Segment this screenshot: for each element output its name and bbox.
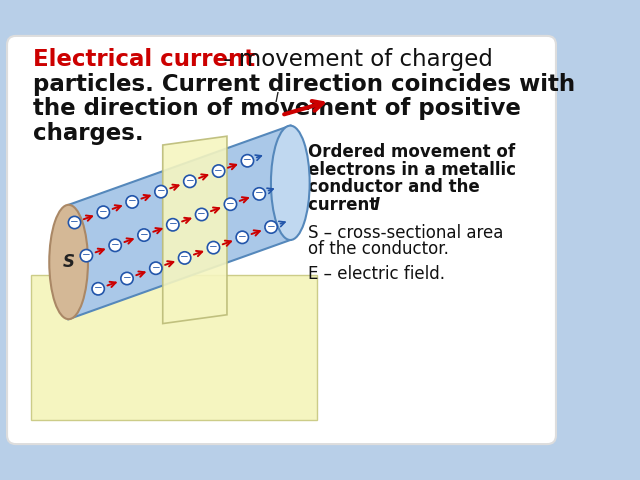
Circle shape — [212, 165, 225, 177]
Circle shape — [155, 185, 167, 198]
Ellipse shape — [49, 205, 88, 319]
Text: −: − — [209, 242, 218, 252]
Circle shape — [138, 229, 150, 241]
Circle shape — [241, 155, 253, 167]
FancyBboxPatch shape — [7, 36, 556, 444]
Text: −: − — [152, 263, 160, 273]
Text: −: − — [238, 232, 246, 242]
Text: S: S — [63, 253, 75, 271]
Circle shape — [126, 196, 138, 208]
Text: conductor and the: conductor and the — [308, 179, 479, 196]
Circle shape — [207, 241, 220, 254]
Ellipse shape — [271, 126, 310, 240]
Text: −: − — [128, 196, 136, 206]
Circle shape — [179, 252, 191, 264]
Text: - movement of charged: - movement of charged — [216, 48, 493, 71]
Text: Ordered movement of: Ordered movement of — [308, 143, 515, 161]
Circle shape — [92, 283, 104, 295]
Circle shape — [265, 221, 277, 233]
Text: −: − — [186, 176, 194, 186]
Text: −: − — [70, 217, 79, 227]
Polygon shape — [68, 126, 291, 319]
Circle shape — [80, 250, 93, 262]
Text: current: current — [308, 196, 383, 214]
Text: of the conductor.: of the conductor. — [308, 240, 449, 258]
Circle shape — [184, 175, 196, 188]
Text: −: − — [111, 240, 120, 250]
Circle shape — [68, 216, 81, 228]
Text: −: − — [197, 209, 206, 219]
Circle shape — [97, 206, 109, 218]
Text: −: − — [214, 166, 223, 176]
Text: −: − — [267, 222, 275, 232]
Text: E – electric field.: E – electric field. — [308, 264, 445, 283]
Text: −: − — [243, 156, 252, 165]
Text: particles. Current direction coincides with: particles. Current direction coincides w… — [33, 73, 575, 96]
Circle shape — [224, 198, 237, 210]
Polygon shape — [31, 275, 317, 420]
Text: charges.: charges. — [33, 122, 144, 145]
Text: electrons in a metallic: electrons in a metallic — [308, 161, 516, 179]
Circle shape — [121, 272, 133, 285]
Text: −: − — [255, 189, 264, 198]
Circle shape — [166, 218, 179, 231]
Text: −: − — [82, 250, 91, 260]
Text: −: − — [168, 219, 177, 229]
Circle shape — [236, 231, 248, 243]
Circle shape — [253, 188, 266, 200]
Circle shape — [150, 262, 162, 275]
Text: −: − — [123, 273, 131, 283]
Polygon shape — [163, 136, 227, 324]
Text: −: − — [140, 229, 148, 240]
Text: −: − — [180, 252, 189, 263]
Text: −: − — [226, 199, 235, 209]
Circle shape — [109, 239, 122, 252]
Circle shape — [195, 208, 208, 221]
Text: Electrical current: Electrical current — [33, 48, 255, 71]
Text: S – cross-sectional area: S – cross-sectional area — [308, 224, 503, 242]
Text: −: − — [99, 207, 108, 217]
Text: the direction of movement of positive: the direction of movement of positive — [33, 97, 522, 120]
Text: I: I — [374, 196, 380, 214]
Text: I: I — [275, 91, 279, 105]
Text: −: − — [157, 186, 165, 196]
Text: −: − — [94, 283, 102, 293]
